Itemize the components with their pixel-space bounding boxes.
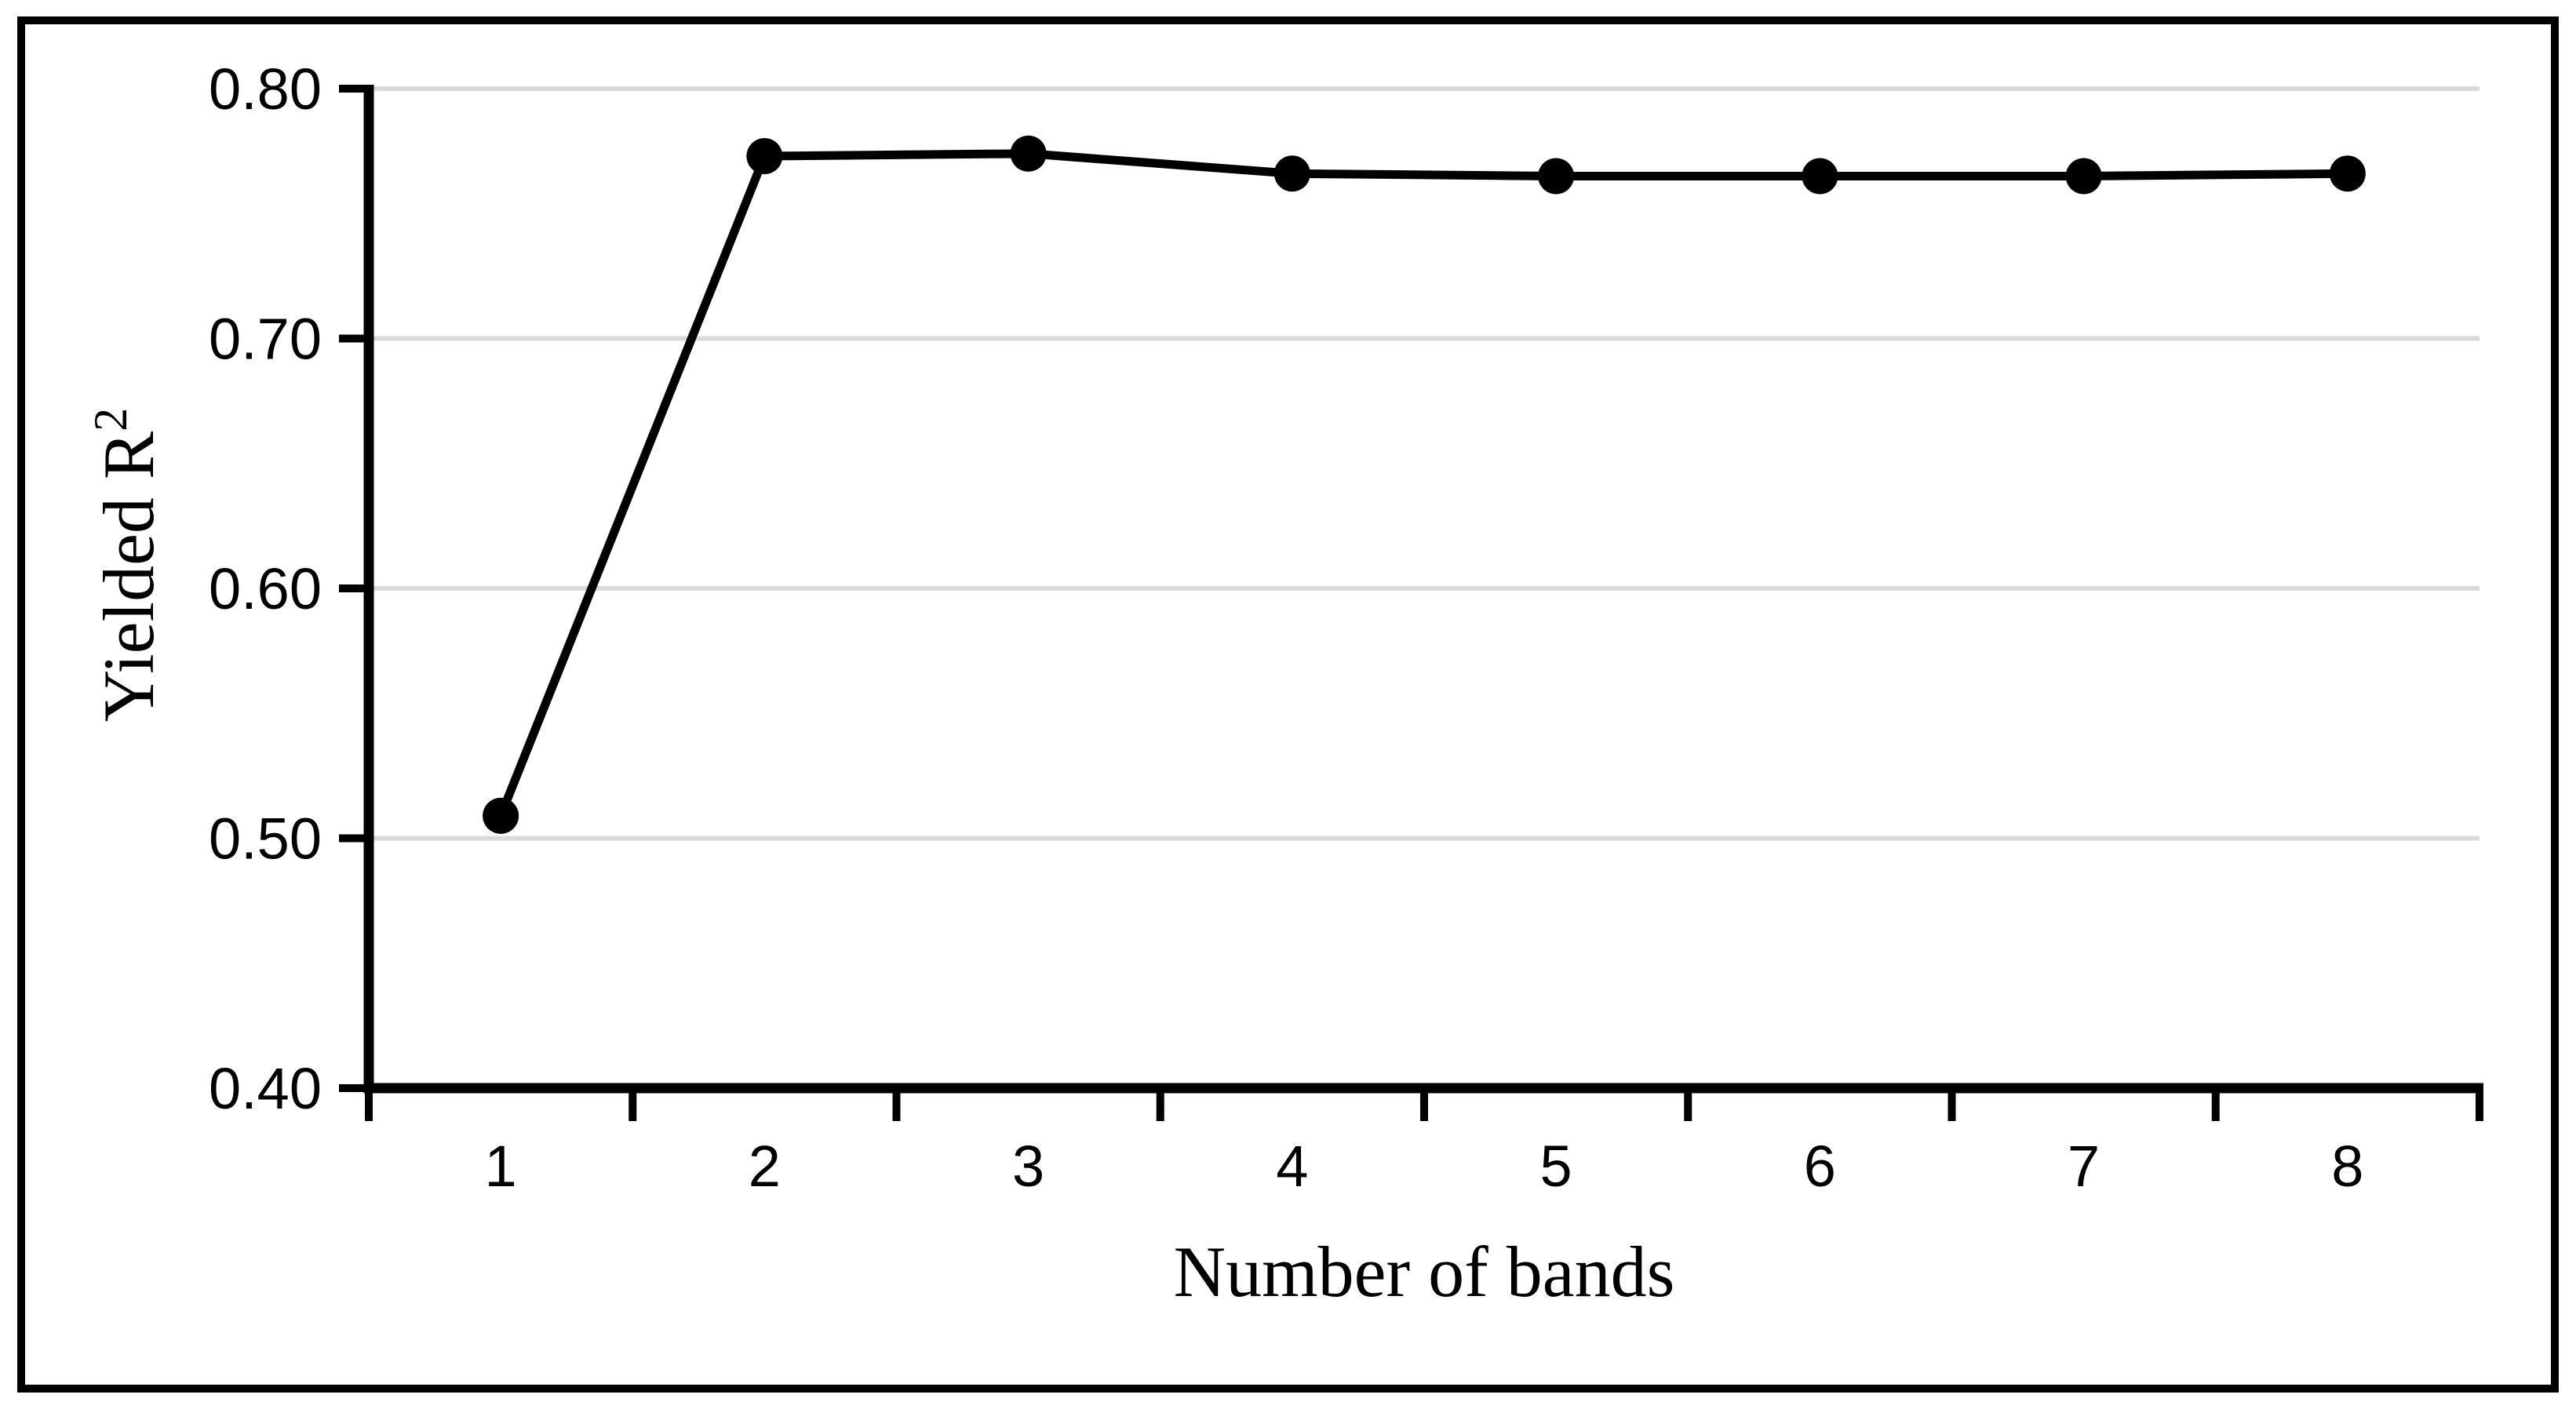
figure-border <box>17 16 2559 1393</box>
y-tick-label: 0.50 <box>209 806 322 871</box>
x-axis-title: Number of bands <box>1174 1232 1675 1312</box>
data-point <box>483 797 519 834</box>
data-point <box>1273 155 1310 192</box>
y-tick-label: 0.70 <box>209 306 322 371</box>
x-tick-label: 1 <box>485 1134 517 1199</box>
data-point <box>1802 158 1838 195</box>
y-axis-title-text: Yielded R <box>89 431 169 722</box>
data-point <box>2329 155 2366 192</box>
data-point <box>1538 158 1575 195</box>
data-point <box>2065 158 2102 195</box>
x-tick-label: 7 <box>2068 1134 2100 1199</box>
x-tick-label: 5 <box>1540 1134 1572 1199</box>
y-tick-label: 0.60 <box>209 556 322 621</box>
series-line <box>497 149 2348 817</box>
x-tick-label: 4 <box>1276 1134 1308 1199</box>
x-tick-label: 6 <box>1804 1134 1836 1199</box>
x-tick-label: 3 <box>1012 1134 1044 1199</box>
data-point <box>1010 135 1047 172</box>
y-axis-title-superscript: 2 <box>85 408 137 431</box>
x-tick-label: 2 <box>749 1134 781 1199</box>
data-point <box>746 137 783 174</box>
x-tick-label: 8 <box>2331 1134 2363 1199</box>
y-tick-label: 0.40 <box>209 1056 322 1121</box>
y-axis-title: Yielded R2 <box>85 408 169 723</box>
y-tick-label: 0.80 <box>209 56 322 122</box>
